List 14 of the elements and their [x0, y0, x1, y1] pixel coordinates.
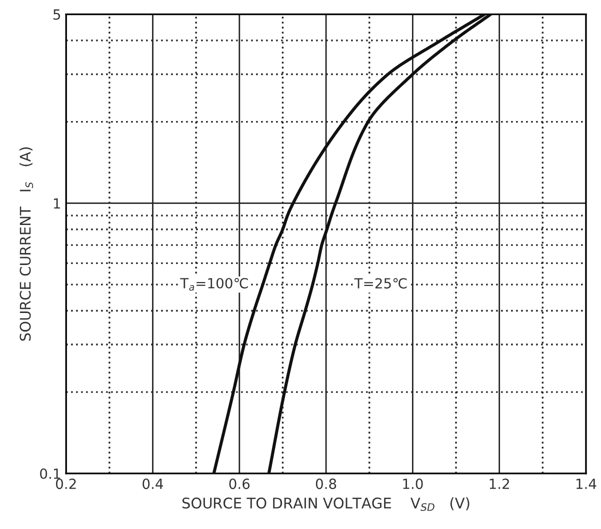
- text: SOURCE TO DRAIN VOLTAGE V$_{SD}$ (V): [182, 497, 470, 511]
- y-tick-label: 1: [54, 198, 60, 208]
- y-tick-label: 0.1: [40, 468, 60, 479]
- text: SOURCE CURRENT I$_{S}$ (A): [19, 147, 34, 341]
- x-tick-label: 1.4: [576, 478, 596, 489]
- x-tick-label: 1.0: [403, 478, 423, 490]
- x-tick-label: 0.6: [229, 478, 250, 490]
- x-tick-label: 1.2: [490, 478, 509, 489]
- text: T=25℃: [354, 278, 407, 289]
- x-tick-label: 0.4: [142, 478, 164, 490]
- series-label: T$_{a}$=100℃: [180, 278, 248, 291]
- y-tick-label: 5: [53, 9, 60, 20]
- x-tick-label: 0.8: [316, 478, 336, 490]
- x-tick-label: 0.2: [56, 478, 76, 490]
